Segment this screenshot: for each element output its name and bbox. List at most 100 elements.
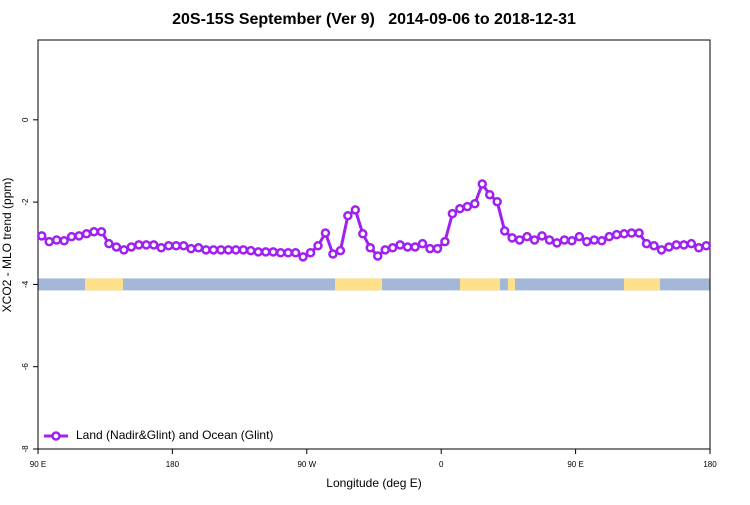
- point: [611, 229, 622, 240]
- point: [66, 231, 77, 242]
- point: [671, 240, 682, 250]
- point: [126, 242, 137, 252]
- x-tick-label: 180: [703, 460, 717, 469]
- x-axis-label: Longitude (deg E): [326, 476, 421, 490]
- point: [156, 243, 166, 253]
- point: [171, 240, 181, 251]
- point: [313, 240, 323, 251]
- y-axis-label: XCO2 - MLO trend (ppm): [0, 178, 14, 313]
- land-band: [460, 278, 501, 291]
- point: [178, 240, 189, 251]
- point: [447, 208, 458, 219]
- point: [604, 231, 614, 242]
- point: [111, 242, 122, 252]
- point: [432, 243, 443, 254]
- point: [686, 238, 697, 249]
- point: [96, 226, 107, 237]
- land-band: [507, 278, 515, 291]
- x-tick-label: 90 W: [297, 460, 316, 469]
- point: [104, 238, 114, 249]
- point: [522, 231, 532, 242]
- point: [380, 245, 390, 255]
- point: [470, 199, 480, 209]
- point: [81, 229, 92, 239]
- point: [649, 240, 659, 251]
- point: [275, 247, 286, 258]
- land-band: [335, 278, 383, 291]
- point: [462, 201, 473, 212]
- point: [36, 231, 47, 241]
- point: [387, 243, 398, 253]
- point: [350, 205, 361, 215]
- y-tick-label: -8: [21, 445, 30, 453]
- point: [507, 233, 517, 243]
- point: [231, 245, 241, 255]
- point: [89, 226, 99, 237]
- point: [268, 247, 278, 257]
- point: [328, 249, 338, 259]
- point: [402, 242, 413, 252]
- point: [141, 240, 152, 250]
- point: [701, 240, 712, 251]
- point: [163, 240, 174, 251]
- chart-title: 20S-15S September (Ver 9) 2014-09-06 to …: [172, 11, 576, 28]
- x-tick-label: 90 E: [30, 460, 46, 469]
- point: [283, 247, 293, 258]
- x-tick-label: 90 E: [567, 460, 583, 469]
- point: [514, 235, 525, 245]
- point: [365, 243, 376, 253]
- point: [559, 235, 570, 245]
- point: [694, 243, 704, 253]
- point: [492, 196, 502, 207]
- point: [589, 235, 600, 245]
- point: [664, 242, 674, 252]
- point: [193, 243, 204, 253]
- y-tick-label: 0: [21, 117, 30, 122]
- point: [634, 228, 644, 238]
- point: [656, 245, 667, 255]
- point: [477, 179, 488, 189]
- point: [626, 228, 637, 238]
- point: [298, 252, 308, 262]
- point: [582, 236, 592, 247]
- point: [679, 240, 689, 250]
- point: [395, 240, 405, 250]
- point: [343, 210, 353, 221]
- legend-label: Land (Nadir&Glint) and Ocean (Glint): [76, 428, 273, 442]
- point: [425, 243, 435, 254]
- point: [484, 189, 495, 200]
- land-band: [623, 278, 660, 291]
- point: [335, 245, 346, 256]
- point: [410, 242, 420, 252]
- point: [119, 245, 129, 255]
- point: [223, 245, 234, 255]
- point: [499, 226, 510, 236]
- point: [290, 247, 301, 258]
- point: [253, 247, 264, 257]
- point: [567, 236, 577, 246]
- point: [238, 245, 249, 255]
- point: [208, 245, 219, 255]
- land-band: [85, 278, 123, 291]
- point: [44, 236, 54, 247]
- point: [260, 247, 271, 257]
- y-tick-label: -6: [21, 363, 30, 371]
- point: [358, 229, 368, 239]
- legend-marker: [51, 431, 61, 441]
- point: [74, 231, 84, 241]
- point: [305, 247, 316, 258]
- point: [537, 231, 547, 241]
- point: [186, 243, 196, 254]
- point: [529, 235, 540, 245]
- point: [440, 236, 450, 247]
- point: [574, 231, 585, 242]
- point: [596, 236, 607, 246]
- point: [619, 229, 629, 239]
- point: [417, 238, 428, 249]
- y-tick-label: -2: [21, 198, 30, 206]
- point: [201, 245, 211, 255]
- point: [59, 236, 69, 246]
- point: [372, 251, 383, 261]
